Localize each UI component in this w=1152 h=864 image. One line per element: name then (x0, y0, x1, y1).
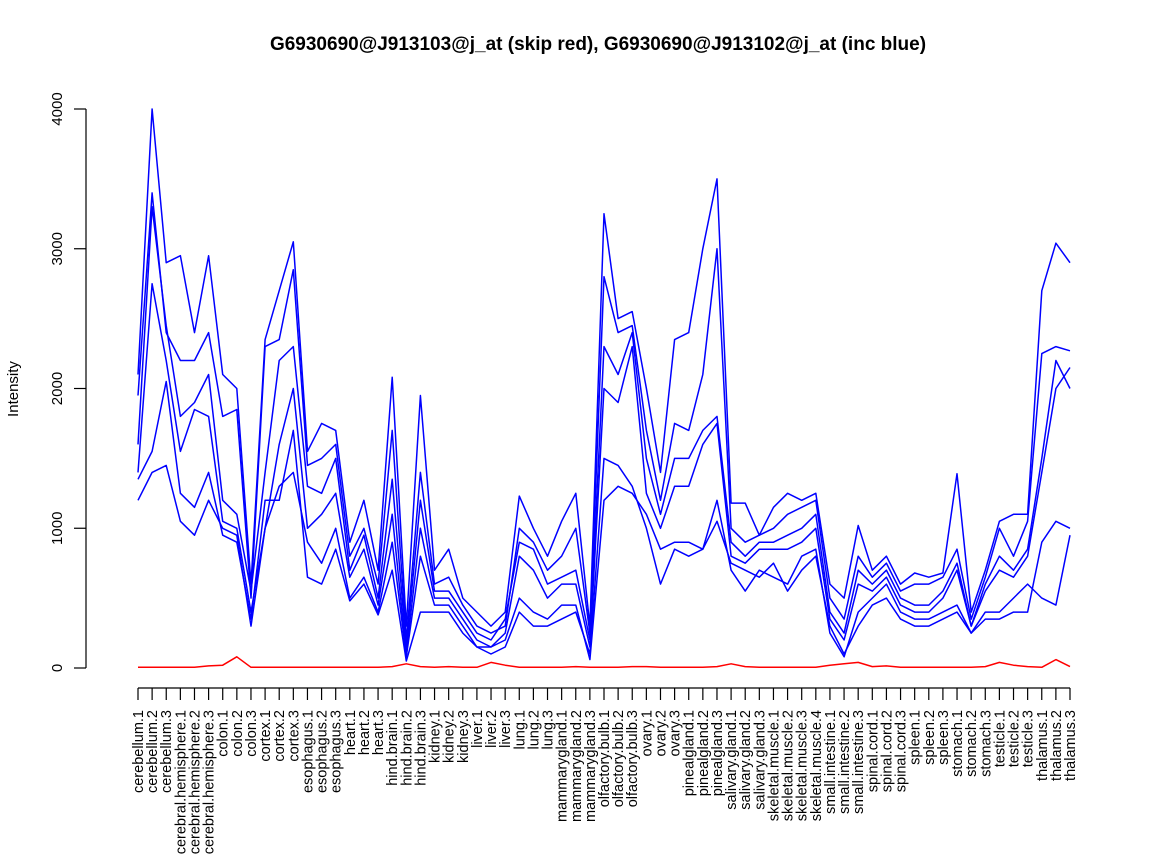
y-axis-label: Intensity (5, 361, 22, 417)
y-tick-label: 3000 (49, 232, 66, 265)
x-tick-label: hind.brain.1 (385, 710, 401, 786)
x-tick-label: lung.2 (526, 710, 542, 750)
x-tick-label: spinal.cord.3 (894, 710, 910, 792)
x-tick-label: small.intestine.2 (837, 710, 853, 814)
x-tick-label: olfactory.bulb.2 (611, 710, 627, 807)
x-tick-label: colon.1 (216, 710, 232, 757)
x-tick-label: testicle.1 (992, 710, 1008, 767)
x-tick-label: cerebral.hemisphere.3 (202, 710, 218, 854)
x-tick-label: cortex.2 (272, 710, 288, 762)
x-tick-label: stomach.1 (950, 710, 966, 777)
x-tick-label: heart.3 (371, 710, 387, 755)
x-tick-label: esophagus.1 (300, 710, 316, 793)
series-line-4 (137, 464, 1071, 661)
x-tick-label: cerebellum.3 (159, 710, 175, 793)
series-line-3 (137, 282, 1071, 655)
x-tick-label: liver.3 (498, 710, 514, 748)
x-tick-label: cortex.3 (286, 710, 302, 762)
x-tick-label: kidney.1 (428, 710, 444, 763)
x-tick-label: skeletal.muscle.3 (795, 710, 811, 821)
x-tick-label: pinealgland.3 (710, 710, 726, 796)
x-tick-label: salivary.gland.2 (738, 710, 754, 810)
y-tick-label: 1000 (49, 512, 66, 545)
x-tick-label: mammarygland.1 (555, 710, 571, 822)
x-tick-label: cerebral.hemisphere.2 (187, 710, 203, 854)
x-tick-label: liver.1 (470, 710, 486, 748)
series-line-1 (137, 192, 1071, 641)
y-axis: 0 1000 2000 3000 4000 (49, 92, 87, 672)
x-tick-label: olfactory.bulb.3 (625, 710, 641, 807)
x-tick-label: olfactory.bulb.1 (597, 710, 613, 807)
x-tick-label: thalamus.1 (1035, 710, 1051, 781)
x-tick-label: mammarygland.3 (583, 710, 599, 822)
x-tick-label: thalamus.3 (1063, 710, 1079, 781)
x-tick-label: spinal.cord.2 (879, 710, 895, 792)
y-tick-label: 2000 (49, 372, 66, 405)
x-tick-label: esophagus.2 (315, 710, 331, 793)
x-tick-label: colon.3 (244, 710, 260, 757)
x-tick-label: cerebellum.1 (131, 710, 147, 793)
x-tick-label: colon.2 (230, 710, 246, 757)
x-tick-label: stomach.3 (978, 710, 994, 777)
x-tick-label: stomach.2 (964, 710, 980, 777)
x-tick-label: spleen.1 (908, 710, 924, 765)
x-tick-label: skeletal.muscle.4 (809, 710, 825, 821)
x-tick-label: esophagus.3 (329, 710, 345, 793)
x-tick-label: small.intestine.1 (823, 710, 839, 814)
x-tick-label: spleen.2 (922, 710, 938, 765)
x-tick-label: ovary.2 (653, 710, 669, 756)
x-tick-label: hind.brain.2 (399, 710, 415, 786)
x-tick-label: testicle.2 (1007, 710, 1023, 767)
chart-title: G6930690@J913103@j_at (skip red), G69306… (270, 34, 926, 55)
y-tick-label: 0 (49, 664, 66, 672)
x-tick-label: heart.1 (343, 710, 359, 755)
x-tick-label: cerebral.hemisphere.1 (173, 710, 189, 854)
x-tick-label: liver.2 (484, 710, 500, 748)
x-tick-label: pinealgland.1 (682, 710, 698, 796)
x-tick-label: heart.2 (357, 710, 373, 755)
x-tick-label: salivary.gland.1 (724, 710, 740, 810)
x-tick-label: kidney.3 (456, 710, 472, 763)
series-line-0 (137, 108, 1071, 627)
series-lines (137, 108, 1071, 669)
series-line-2 (137, 206, 1071, 648)
y-tick-label: 4000 (49, 92, 66, 125)
x-tick-label: kidney.2 (442, 710, 458, 763)
x-tick-label: spleen.3 (936, 710, 952, 765)
x-tick-label: lung.1 (512, 710, 528, 750)
x-tick-label: ovary.3 (668, 710, 684, 756)
x-tick-label: skeletal.muscle.1 (766, 710, 782, 821)
x-tick-label: hind.brain.3 (413, 710, 429, 786)
x-tick-label: pinealgland.2 (696, 710, 712, 796)
x-tick-label: skeletal.muscle.2 (781, 710, 797, 821)
series-line-6 (138, 656, 1071, 669)
x-tick-label: cortex.1 (258, 710, 274, 762)
x-tick-label: salivary.gland.3 (752, 710, 768, 810)
x-tick-label: small.intestine.3 (851, 710, 867, 814)
x-tick-label: mammarygland.2 (569, 710, 585, 822)
x-tick-label: cerebellum.2 (145, 710, 161, 793)
x-tick-label: lung.3 (541, 710, 557, 750)
x-tick-label: testicle.3 (1021, 710, 1037, 767)
series-line-5 (137, 380, 1071, 662)
x-tick-label: thalamus.2 (1049, 710, 1065, 781)
x-axis: cerebellum.1cerebellum.2cerebellum.3cere… (131, 687, 1079, 854)
x-tick-label: spinal.cord.1 (865, 710, 881, 792)
x-tick-label: ovary.1 (639, 710, 655, 756)
